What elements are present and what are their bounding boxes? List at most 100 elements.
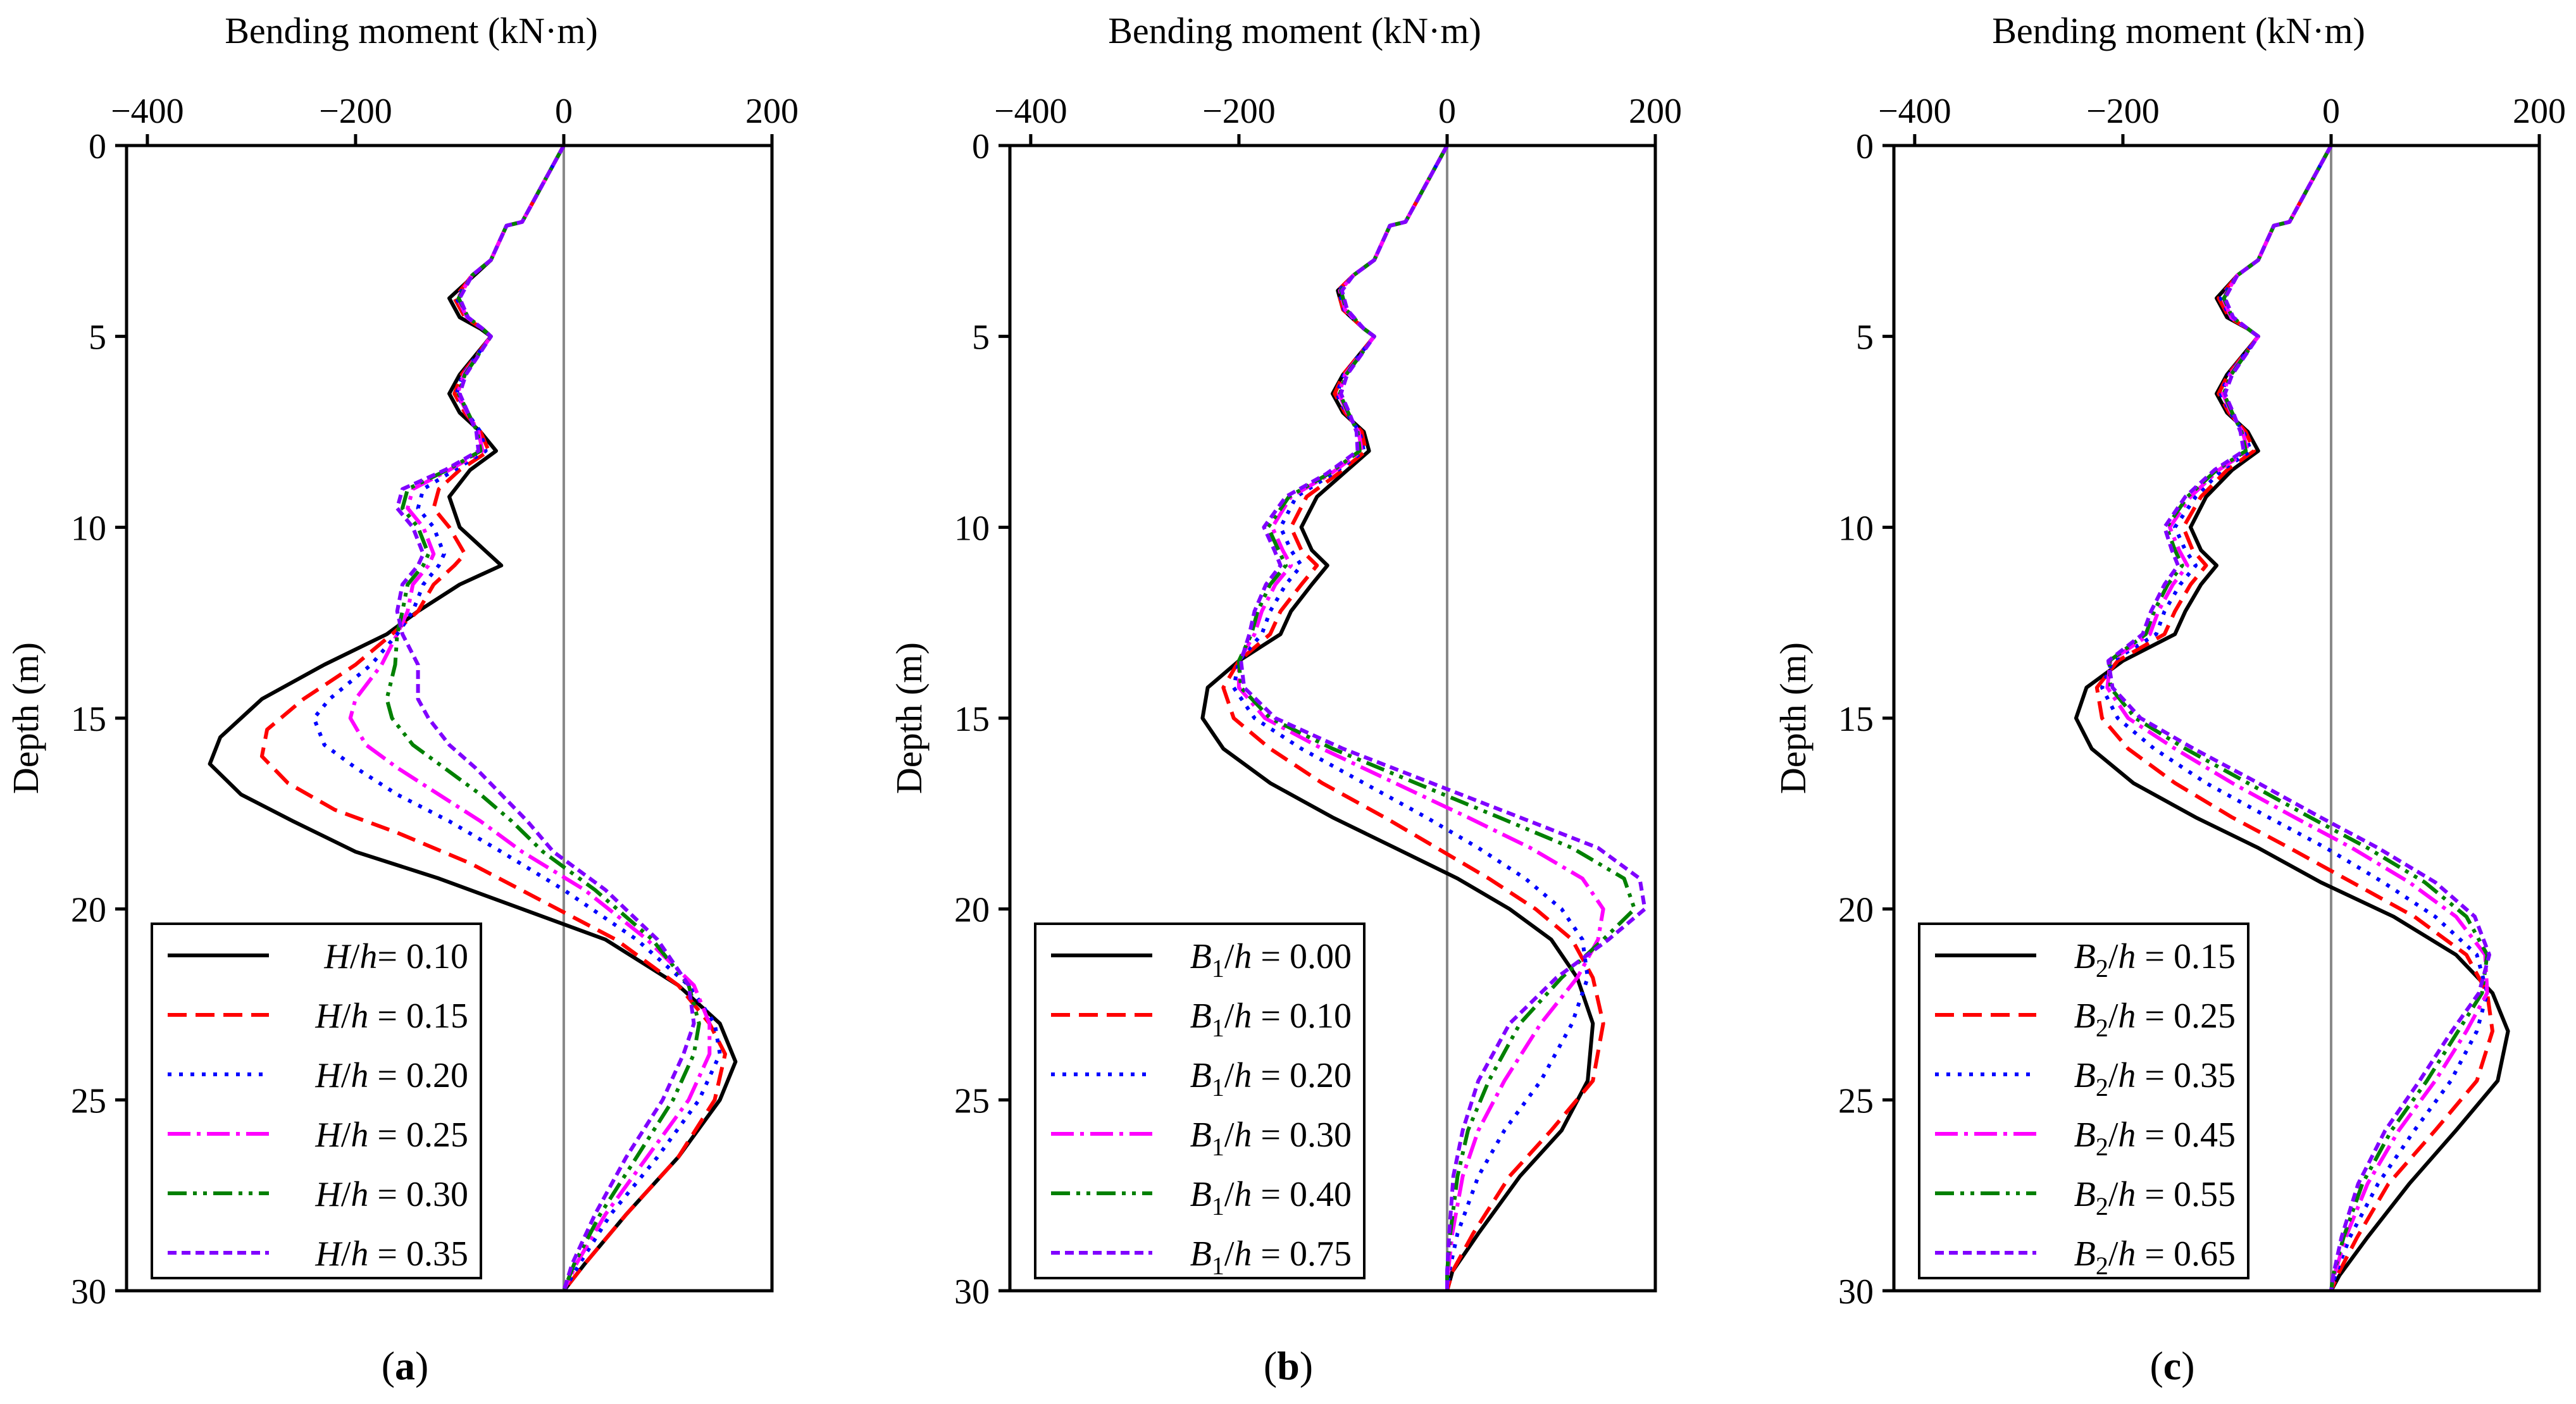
legend-var: B bbox=[2074, 937, 2096, 976]
legend-var: B bbox=[2074, 997, 2096, 1036]
legend-value: = 0.20 bbox=[1252, 1056, 1352, 1095]
y-tick-label: 5 bbox=[1856, 318, 1874, 357]
y-tick-label: 25 bbox=[1838, 1081, 1874, 1121]
legend-entry-6: B2/h = 0.65 bbox=[2074, 1234, 2236, 1280]
legend-var: B bbox=[1190, 1115, 1212, 1155]
series-group bbox=[1200, 146, 1647, 1291]
legend-slash: / bbox=[1224, 1115, 1235, 1155]
legend-slash: / bbox=[341, 1175, 351, 1214]
series-line-6 bbox=[1239, 146, 1647, 1291]
legend-denominator: h bbox=[1234, 1175, 1252, 1214]
legend-subscript: 1 bbox=[1212, 1192, 1224, 1221]
series-group bbox=[208, 146, 738, 1291]
legend-subscript: 1 bbox=[1212, 1252, 1224, 1280]
x-tick-label: 0 bbox=[555, 92, 573, 131]
legend-denominator: h bbox=[1234, 937, 1252, 976]
series-line-2 bbox=[2094, 146, 2494, 1291]
legend-denominator: h bbox=[2118, 997, 2136, 1036]
legend-value: = 0.40 bbox=[1252, 1175, 1352, 1214]
legend-var: B bbox=[1190, 997, 1212, 1036]
legend-slash: / bbox=[1224, 997, 1235, 1036]
legend-slash: / bbox=[341, 997, 351, 1036]
legend-entry-5: B2/h = 0.55 bbox=[2074, 1175, 2236, 1221]
series-line-6 bbox=[2106, 146, 2491, 1291]
legend-var: B bbox=[2074, 1115, 2096, 1155]
legend-var: H bbox=[314, 1056, 342, 1095]
legend-slash: / bbox=[1224, 1175, 1235, 1214]
x-tick-label: 0 bbox=[2322, 92, 2340, 131]
legend-denominator: h bbox=[351, 1056, 368, 1095]
legend: H/h= 0.10H/h = 0.15H/h = 0.20H/h = 0.25H… bbox=[151, 923, 482, 1279]
series-line-3 bbox=[2100, 146, 2489, 1291]
legend-value: = 0.30 bbox=[368, 1175, 468, 1214]
legend-entry-1: B2/h = 0.15 bbox=[2074, 937, 2236, 983]
legend-slash: / bbox=[341, 1234, 351, 1274]
legend-denominator: h bbox=[1234, 997, 1252, 1036]
legend-subscript: 1 bbox=[1212, 1014, 1224, 1042]
legend-var: B bbox=[2074, 1234, 2096, 1274]
legend-slash: / bbox=[341, 1056, 351, 1095]
legend-value: = 0.10 bbox=[377, 937, 468, 976]
legend-var: H bbox=[323, 937, 351, 976]
legend-box bbox=[1918, 923, 2249, 1279]
legend-entry-3: B2/h = 0.35 bbox=[2074, 1056, 2236, 1102]
series-line-6 bbox=[395, 146, 696, 1291]
legend-denominator: h bbox=[351, 1115, 368, 1155]
y-tick-label: 30 bbox=[1838, 1272, 1874, 1312]
y-tick-label: 5 bbox=[89, 318, 106, 357]
legend-value: = 0.35 bbox=[2136, 1056, 2236, 1095]
legend-slash: / bbox=[2108, 937, 2119, 976]
legend-subscript: 2 bbox=[2096, 1073, 2108, 1102]
legend-entry-1: B1/h = 0.00 bbox=[1190, 937, 1352, 983]
y-axis-title: Depth (m) bbox=[888, 642, 930, 794]
legend-denominator: h bbox=[2118, 1115, 2136, 1155]
legend-box bbox=[151, 923, 482, 1279]
legend-subscript: 2 bbox=[2096, 1252, 2108, 1280]
y-tick-label: 0 bbox=[89, 127, 106, 166]
legend-denominator: h bbox=[1234, 1234, 1252, 1274]
legend-denominator: h bbox=[2118, 937, 2136, 976]
x-tick-label: 0 bbox=[1438, 92, 1456, 131]
panel-label: (a) bbox=[382, 1343, 429, 1388]
legend-var: H bbox=[314, 1175, 342, 1214]
legend-var: H bbox=[314, 997, 342, 1036]
legend-value: = 0.55 bbox=[2136, 1175, 2236, 1214]
legend-entry-6: B1/h = 0.75 bbox=[1190, 1234, 1352, 1280]
legend-var: H bbox=[314, 1115, 342, 1155]
series-line-5 bbox=[385, 146, 701, 1291]
panel-label-close: ) bbox=[1300, 1343, 1313, 1388]
y-tick-label: 20 bbox=[954, 891, 990, 930]
y-tick-label: 10 bbox=[954, 509, 990, 548]
legend-denominator: h bbox=[1234, 1056, 1252, 1095]
legend-entry-2: B2/h = 0.25 bbox=[2074, 997, 2236, 1042]
legend-slash: / bbox=[341, 1115, 351, 1155]
legend-denominator: h bbox=[359, 937, 377, 976]
x-axis-title: Bending moment (kN·m) bbox=[1108, 10, 1481, 51]
y-tick-label: 10 bbox=[71, 509, 106, 548]
legend-var: B bbox=[1190, 1234, 1212, 1274]
panel-b: −400 −200 0 200 0 5 10 15 20 25 30 Bending moment (… bbox=[888, 10, 1682, 1388]
legend-denominator: h bbox=[2118, 1234, 2136, 1274]
legend-value: = 0.10 bbox=[1252, 997, 1352, 1036]
series-line-4 bbox=[2105, 146, 2489, 1291]
y-tick-label: 15 bbox=[71, 700, 106, 739]
legend-entry-2: B1/h = 0.10 bbox=[1190, 997, 1352, 1042]
legend-entry-3: H/h = 0.20 bbox=[314, 1056, 468, 1095]
legend-var: B bbox=[1190, 1056, 1212, 1095]
series-line-5 bbox=[1236, 146, 1637, 1291]
y-tick-label: 5 bbox=[972, 318, 990, 357]
x-tick-label: −200 bbox=[2086, 92, 2160, 131]
x-tick-label: −200 bbox=[1202, 92, 1276, 131]
legend-value: = 0.30 bbox=[1252, 1115, 1352, 1155]
legend-entry-5: B1/h = 0.40 bbox=[1190, 1175, 1352, 1221]
y-tick-label: 20 bbox=[1838, 891, 1874, 930]
x-axis-title: Bending moment (kN·m) bbox=[225, 10, 598, 51]
y-tick-label: 15 bbox=[954, 700, 990, 739]
legend-slash: / bbox=[2108, 1056, 2119, 1095]
legend-subscript: 2 bbox=[2096, 1192, 2108, 1221]
legend-subscript: 1 bbox=[1212, 954, 1224, 983]
panel-label-open: ( bbox=[382, 1343, 395, 1388]
panel-label-letter: c bbox=[2163, 1343, 2181, 1388]
